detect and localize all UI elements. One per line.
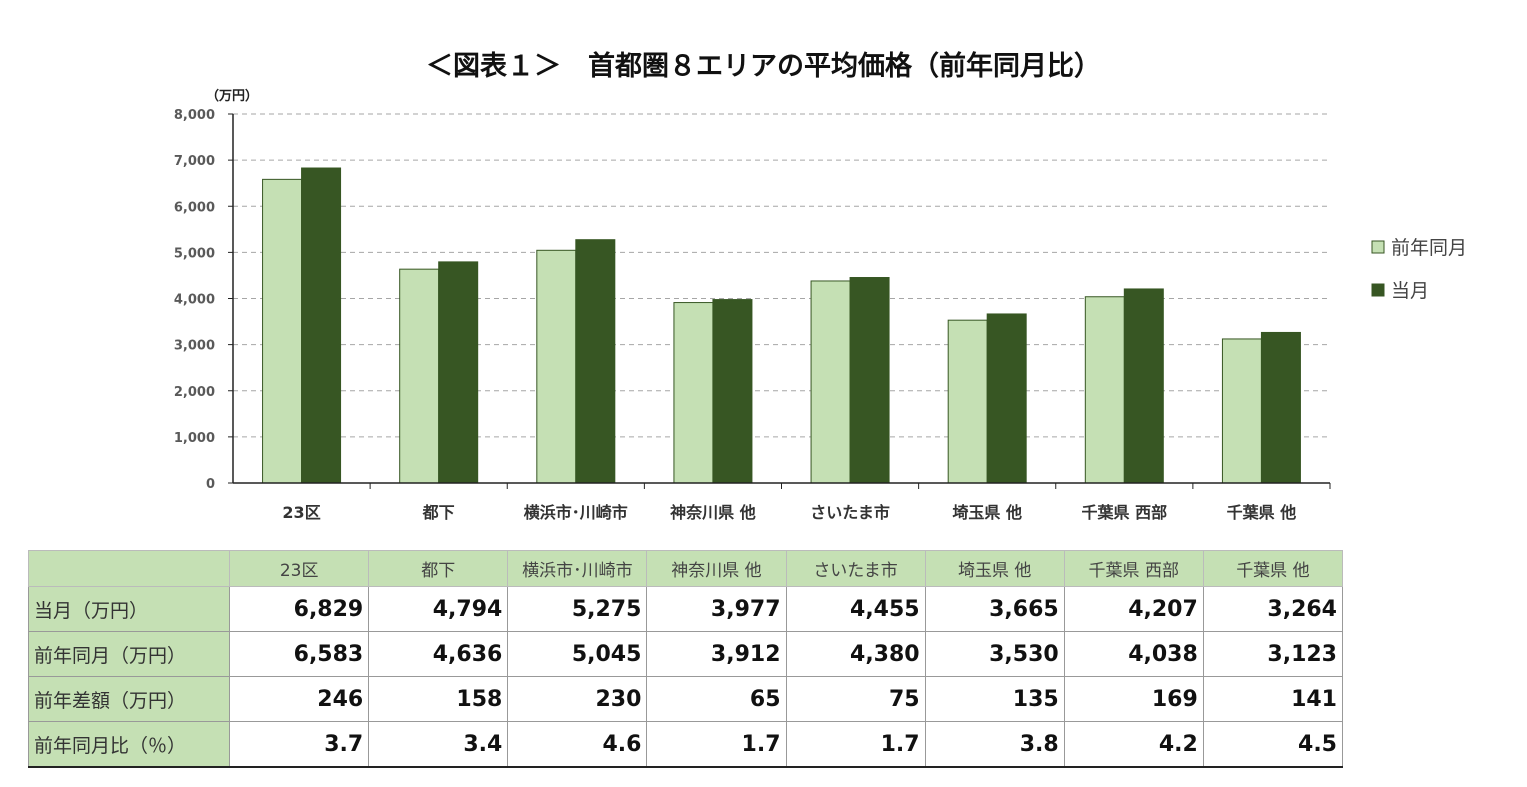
table-row: 当月（万円） 6,829 4,794 5,275 3,977 4,455 3,665 4,20… [27, 586, 1344, 632]
bar-prior [947, 319, 988, 484]
column-header: 23区 [229, 550, 370, 587]
table-cell: 135 [924, 676, 1065, 722]
legend-swatch [1371, 240, 1385, 254]
table-cell: 4,207 [1063, 586, 1204, 632]
column-header: 千葉県 西部 [1063, 550, 1204, 587]
y-tick-label: 0 [206, 477, 215, 492]
table-cell: 246 [229, 676, 370, 722]
table-cell: 3,530 [924, 631, 1065, 677]
x-tick-label: 千葉県 他 [1227, 503, 1297, 522]
bar-chart: 0 1,000 2,000 3,000 4,000 5,000 6,000 7,000 8,00… [174, 88, 1467, 522]
column-header: 都下 [368, 550, 509, 587]
row-header: 前年同月比（％） [27, 721, 231, 768]
x-tick-label: さいたま市 [810, 503, 890, 522]
table-cell: 141 [1202, 676, 1344, 722]
column-header: 埼玉県 他 [924, 550, 1065, 587]
bar-current [986, 313, 1027, 484]
column-header: 神奈川県 他 [646, 550, 787, 587]
table-cell: 75 [785, 676, 926, 722]
table-cell: 4,455 [785, 586, 926, 632]
row-header: 当月（万円） [27, 586, 231, 632]
y-tick-label: 7,000 [174, 154, 215, 169]
table-cell: 5,045 [507, 631, 648, 677]
bar-prior [673, 302, 714, 484]
table-cell: 65 [646, 676, 787, 722]
bar-current [575, 239, 616, 484]
table-cell: 158 [368, 676, 509, 722]
table-cell: 3.8 [924, 721, 1065, 768]
data-table: 23区 都下 横浜市･川崎市 神奈川県 他さいたま市 埼玉県 他千葉県 西部 千葉県 他当… [27, 550, 1344, 768]
table-cell: 4.2 [1063, 721, 1204, 768]
table-row: 前年差額（万円） 246 158 230 65 75 135 169 141 [27, 676, 1344, 722]
bar-current [712, 299, 753, 484]
table-cell: 3.7 [229, 721, 370, 768]
table-cell: 3,264 [1202, 586, 1344, 632]
table-cell: 5,275 [507, 586, 648, 632]
column-header: さいたま市 [785, 550, 926, 587]
table-cell: 4.5 [1202, 721, 1344, 768]
x-tick-label: 埼玉県 他 [952, 503, 1022, 522]
table-cell: 4,794 [368, 586, 509, 632]
column-header: 横浜市･川崎市 [507, 550, 648, 587]
x-tick-label: 神奈川県 他 [670, 503, 756, 522]
y-tick-label: 1,000 [174, 431, 215, 446]
legend-label: 当月 [1391, 280, 1429, 302]
table-header-row: 23区 都下 横浜市･川崎市 神奈川県 他さいたま市 埼玉県 他千葉県 西部 千葉県 他 [27, 550, 1344, 587]
bar-current [849, 277, 890, 484]
bar-current [438, 261, 479, 484]
table-cell: 4,038 [1063, 631, 1204, 677]
chart-title: ＜図表１＞ 首都圏８エリアの平均価格（前年同月比） [426, 51, 1101, 82]
bar-current [1260, 331, 1301, 484]
table-cell: 6,583 [229, 631, 370, 677]
y-axis-unit: （万円） [206, 88, 258, 104]
table-cell: 169 [1063, 676, 1204, 722]
table-row: 前年同月（万円） 6,583 4,636 5,045 3,912 4,380 3,530 4,… [27, 631, 1344, 677]
y-tick-label: 3,000 [174, 339, 215, 354]
legend-label: 前年同月 [1391, 237, 1467, 259]
row-header: 前年同月（万円） [27, 631, 231, 677]
table-cell: 4.6 [507, 721, 648, 768]
x-tick-label: 横浜市･川崎市 [524, 503, 628, 522]
table-cell: 3,665 [924, 586, 1065, 632]
table-cell: 3.4 [368, 721, 509, 768]
table-row: 前年同月比（％） 3.7 3.4 4.6 1.7 1.7 3.8 4.2 4.5 [27, 721, 1344, 768]
table-cell: 1.7 [785, 721, 926, 768]
table-cell: 3,912 [646, 631, 787, 677]
y-tick-label: 4,000 [174, 293, 215, 308]
x-tick-label: 23区 [282, 503, 320, 522]
bar-current [1123, 288, 1164, 484]
column-header: 千葉県 他 [1202, 550, 1344, 587]
legend-swatch [1371, 283, 1385, 297]
bar-prior [1221, 338, 1262, 484]
bar-prior [810, 280, 851, 484]
bar-prior [262, 178, 303, 484]
bar-prior [399, 268, 440, 484]
table-cell: 4,380 [785, 631, 926, 677]
table-cell: 4,636 [368, 631, 509, 677]
y-tick-label: 5,000 [174, 246, 215, 261]
table-cell: 230 [507, 676, 648, 722]
row-header: 前年差額（万円） [27, 676, 231, 722]
table-cell: 3,977 [646, 586, 787, 632]
x-tick-label: 都下 [422, 503, 455, 522]
table-cell: 1.7 [646, 721, 787, 768]
table-cell: 3,123 [1202, 631, 1344, 677]
y-tick-label: 8,000 [174, 108, 215, 123]
corner-cell [27, 550, 231, 587]
x-tick-label: 千葉県 西部 [1082, 503, 1168, 522]
bar-current [301, 167, 342, 484]
y-tick-label: 6,000 [174, 200, 215, 215]
bar-prior [1084, 296, 1125, 484]
table-cell: 6,829 [229, 586, 370, 632]
bar-prior [536, 249, 577, 484]
y-tick-label: 2,000 [174, 385, 215, 400]
